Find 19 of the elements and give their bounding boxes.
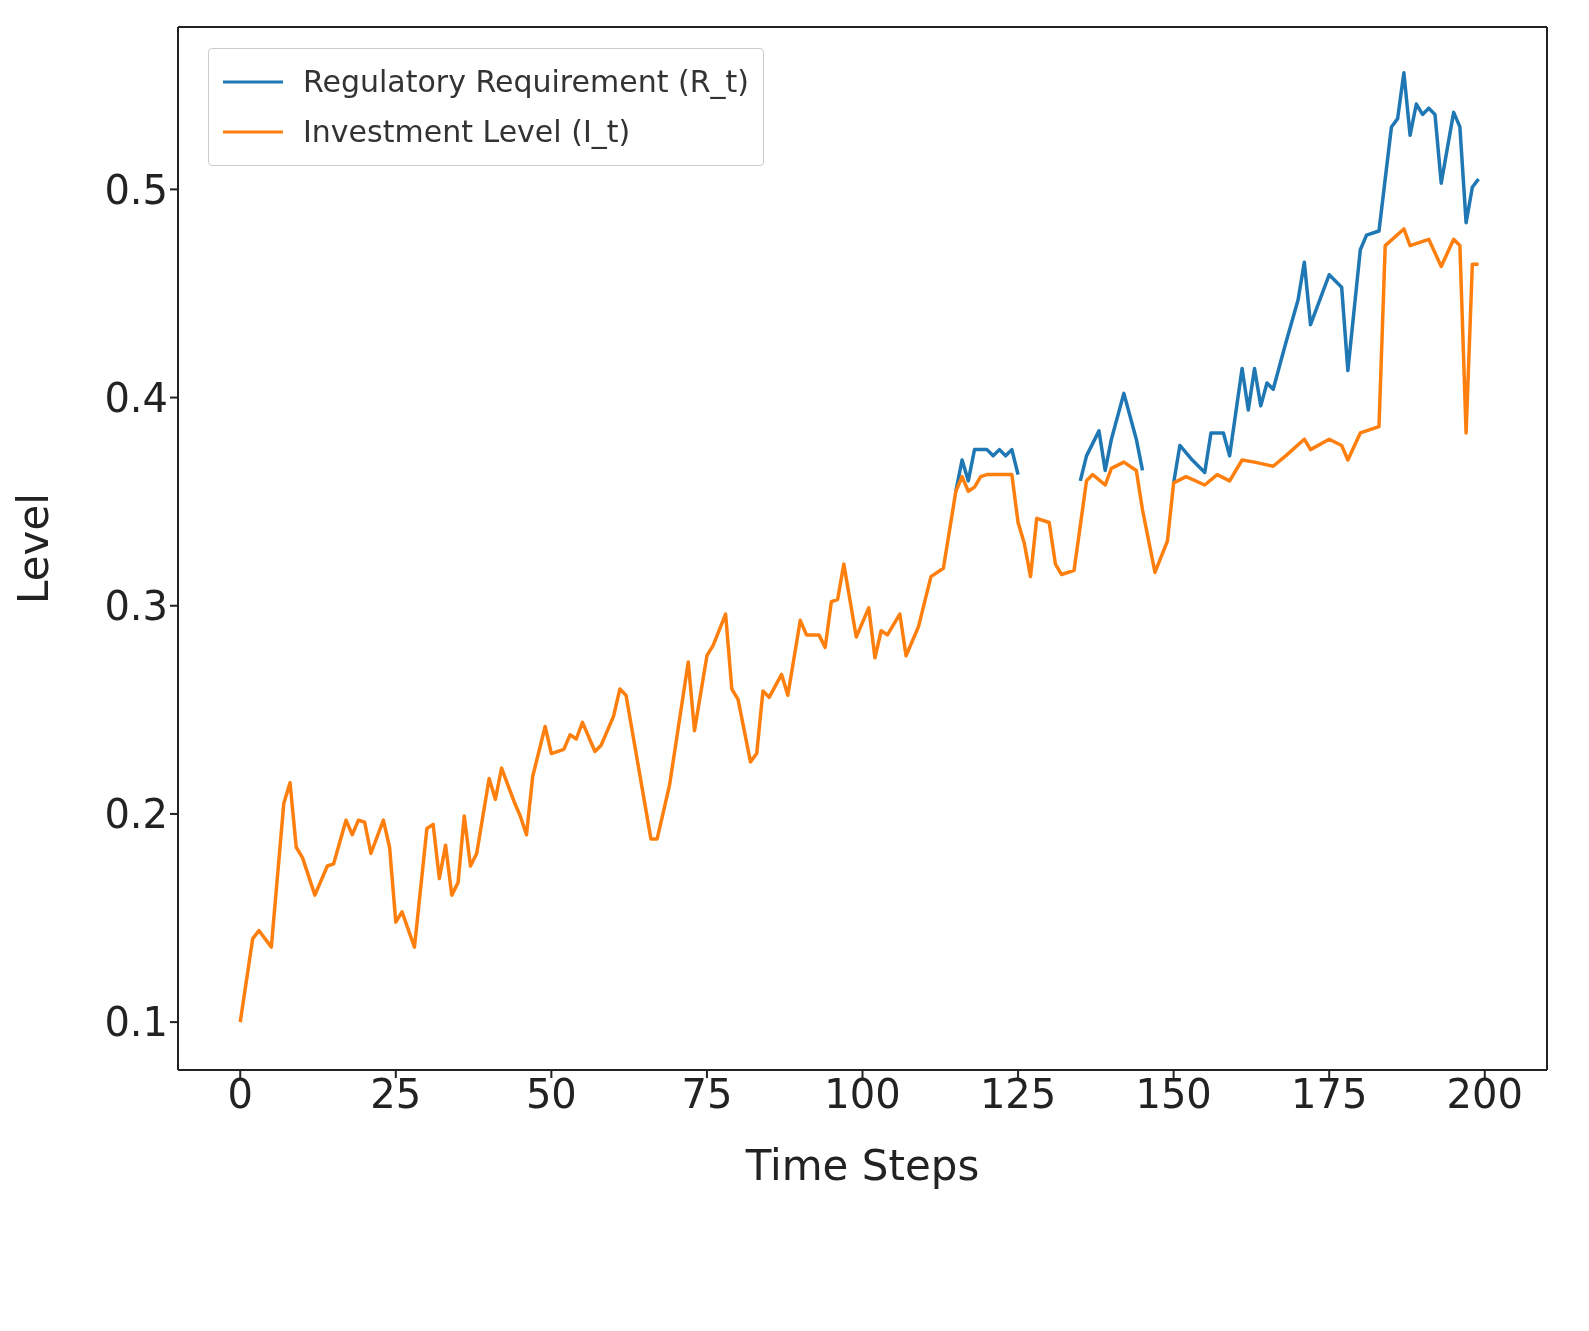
x-tick-label: 100 (824, 1071, 901, 1118)
x-tick-label: 0 (227, 1071, 253, 1118)
y-tick-label: 0.3 (104, 582, 168, 629)
x-tick-label: 50 (525, 1071, 577, 1118)
y-tick-label: 0.5 (104, 166, 168, 213)
legend-label: Investment Level (I_t) (303, 113, 631, 151)
legend-label: Regulatory Requirement (R_t) (303, 63, 749, 101)
x-tick-label: 125 (979, 1071, 1057, 1118)
x-tick-label: 150 (1135, 1071, 1212, 1118)
y-axis-title: Level (8, 493, 58, 604)
line-series (238, 227, 1481, 1024)
x-tick-label: 25 (370, 1071, 422, 1118)
x-tick-label: 175 (1291, 1071, 1368, 1118)
x-tick-label: 200 (1446, 1071, 1523, 1118)
y-tick-label: 0.2 (104, 791, 168, 838)
y-tick-label: 0.1 (104, 999, 168, 1046)
x-tick-label: 75 (681, 1071, 733, 1118)
x-axis-title: Time Steps (744, 1141, 980, 1190)
y-tick-label: 0.4 (104, 374, 168, 421)
